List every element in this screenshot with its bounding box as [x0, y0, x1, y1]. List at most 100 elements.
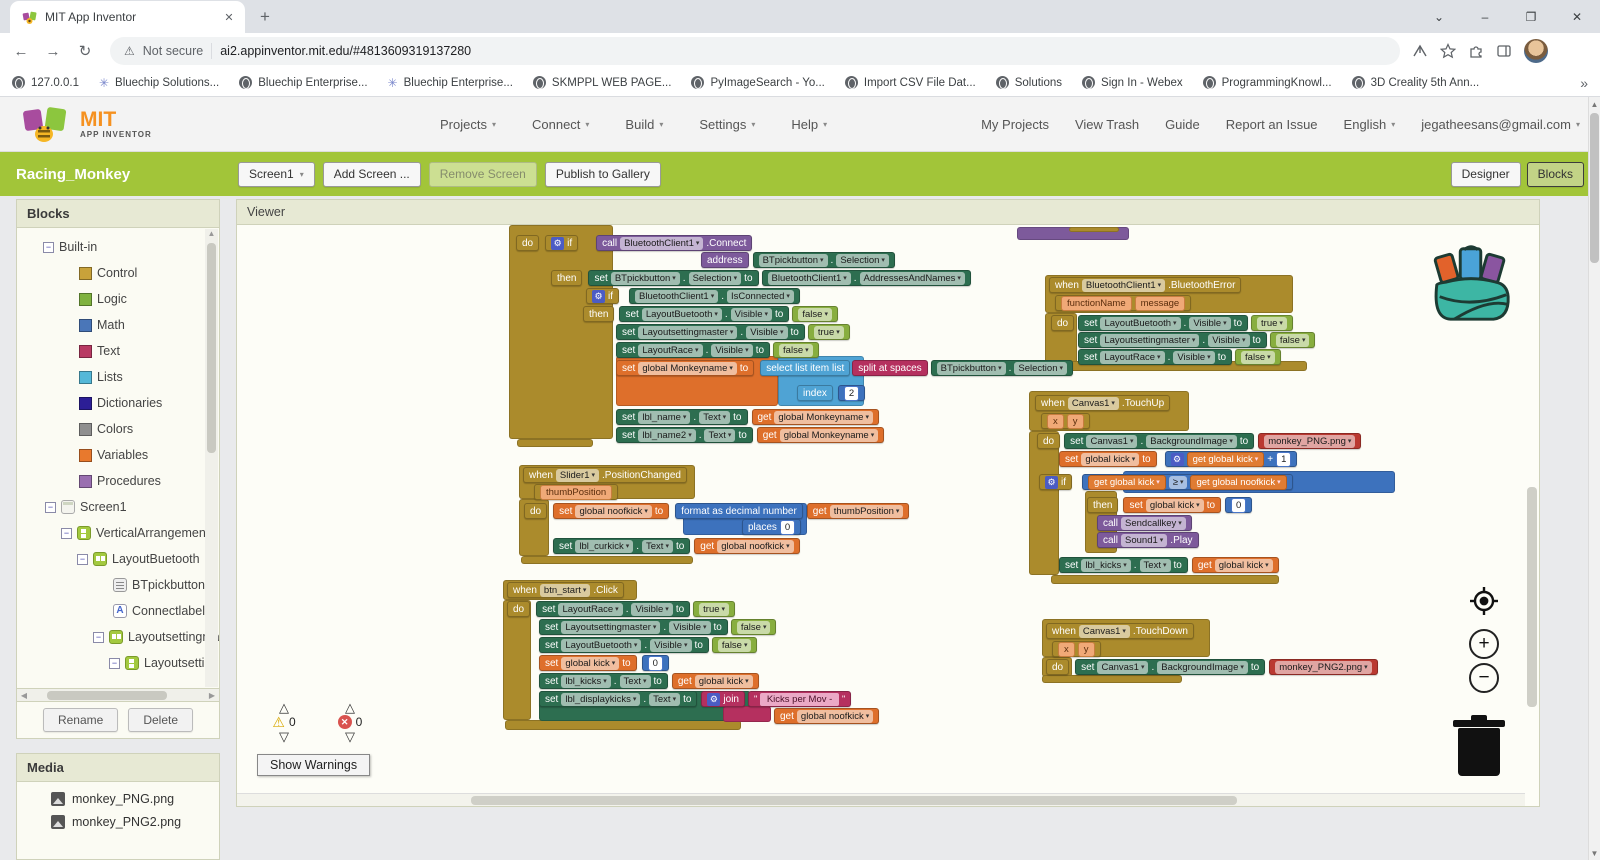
dropdown-field[interactable]: Visible ▾	[746, 325, 788, 339]
block-segment[interactable]: set Layoutsettingmaster ▾. Visible ▾ to	[539, 619, 728, 635]
dropdown-field[interactable]: BTpickbutton ▾	[758, 253, 828, 267]
dropdown-field[interactable]: global noofkick ▾	[575, 504, 652, 518]
sidebar-item-text[interactable]: Text	[23, 338, 219, 364]
block-segment[interactable]: set Canvas1 ▾. BackgroundImage ▾ to	[1075, 659, 1266, 675]
dropdown-field[interactable]: true ▾	[699, 602, 730, 616]
collapse-icon[interactable]: −	[43, 241, 54, 253]
block-segment[interactable]: BluetoothClient1 ▾. AddressesAndNames ▾	[761, 270, 971, 286]
scroll-up-icon[interactable]: ▲	[207, 229, 216, 238]
publish-to-gallery-button[interactable]: Publish to Gallery	[544, 161, 661, 187]
block-segment[interactable]: ⚙ if	[545, 235, 579, 251]
event-parameter[interactable]: functionName	[1061, 295, 1132, 311]
collapse-down-icon[interactable]: ▽	[345, 729, 355, 744]
block-shape-btn-start-click-event[interactable]	[723, 706, 771, 722]
block-segment[interactable]: functionName message	[1055, 295, 1192, 311]
block-segment[interactable]: false ▾	[792, 306, 838, 322]
dropdown-field[interactable]: false ▾	[798, 307, 832, 321]
blocks-button[interactable]: Blocks	[1526, 161, 1584, 187]
block-segment[interactable]: get global Monkeyname ▾	[756, 427, 885, 443]
block-segment[interactable]: do	[524, 503, 548, 519]
dropdown-field[interactable]: global Monkeyname ▾	[774, 410, 873, 424]
block-row-canvas-touchup-event[interactable]: set lbl_kicks ▾. Text ▾ to get global kick ▾	[1059, 557, 1279, 573]
link-view-trash[interactable]: View Trash	[1074, 116, 1140, 132]
menu-help[interactable]: Help ▾	[791, 117, 827, 132]
dropdown-field[interactable]: Slider1 ▾	[555, 468, 599, 482]
block-shape-bluetooth-error-event[interactable]	[1069, 227, 1119, 232]
tree-vertical-scrollbar[interactable]: ▲	[205, 229, 218, 687]
dropdown-field[interactable]: BluetoothClient1 ▾	[620, 236, 704, 250]
block-row-bluetooth-error-event[interactable]: functionName message	[1055, 295, 1192, 311]
bookmark-item[interactable]: ProgrammingKnowl...	[1202, 76, 1332, 90]
dropdown-field[interactable]: Text ▾	[1139, 558, 1171, 572]
block-row-btn-start-click-event[interactable]: set Layoutsettingmaster ▾. Visible ▾ to false ▾	[539, 619, 777, 635]
mutator-gear-icon[interactable]: ⚙	[592, 289, 605, 303]
rename-button[interactable]: Rename	[42, 708, 119, 732]
block-segment[interactable]: 0	[641, 655, 669, 671]
block-segment[interactable]: set lbl_kicks ▾. Text ▾ to	[539, 673, 668, 689]
sidebar-item-layoutsettingmaste[interactable]: − Layoutsettingmaste	[23, 624, 219, 650]
dropdown-field[interactable]: monkey_PNG2.png ▾	[1275, 660, 1372, 674]
block-segment[interactable]: set Layoutsettingmaster ▾. Visible ▾ to	[616, 324, 805, 340]
block-segment[interactable]: then	[551, 270, 583, 286]
block-segment[interactable]: set LayoutBuetooth ▾. Visible ▾ to	[1078, 315, 1249, 331]
block-segment[interactable]: true ▾	[807, 324, 850, 340]
dropdown-field[interactable]: lbl_name ▾	[638, 410, 691, 424]
block-row-btn-start-click-event[interactable]: when btn_start ▾ .Click	[507, 582, 624, 598]
block-segment[interactable]: ⚙ if	[586, 288, 619, 304]
dropdown-field[interactable]: Visible ▾	[650, 638, 692, 652]
block-row-bluetooth-error-event[interactable]: set Layoutsettingmaster ▾. Visible ▾ to false ▾	[1078, 332, 1316, 348]
dropdown-field[interactable]: BluetoothClient1 ▾	[767, 271, 851, 285]
block-segment[interactable]: get global noofkick ▾	[694, 538, 800, 554]
menu-build[interactable]: Build ▾	[625, 117, 663, 132]
side-panel-icon[interactable]	[1496, 43, 1512, 59]
block-segment[interactable]: false ▾	[1269, 332, 1316, 348]
dropdown-field[interactable]: Selection ▾	[688, 271, 742, 285]
collapse-icon[interactable]: −	[109, 657, 120, 669]
sidebar-item-colors[interactable]: Colors	[23, 416, 219, 442]
mutator-gear-icon[interactable]: ⚙	[551, 236, 565, 250]
back-button[interactable]: ←	[13, 42, 29, 60]
dropdown-field[interactable]: Visible ▾	[669, 620, 711, 634]
block-row-bluetooth-error-event[interactable]: do set LayoutBuetooth ▾. Visible ▾ to true ▾	[1051, 315, 1293, 331]
dropdown-field[interactable]: lbl_kicks ▾	[561, 674, 611, 688]
event-parameter[interactable]: message	[1134, 295, 1186, 311]
dropdown-field[interactable]: Visible ▾	[730, 307, 773, 321]
block-row-bluetooth-connect-stack[interactable]: index 2	[797, 385, 866, 401]
block-segment[interactable]: true ▾	[693, 601, 736, 617]
designer-button[interactable]: Designer	[1450, 161, 1521, 187]
sidebar-item-math[interactable]: Math	[23, 312, 219, 338]
add-screen-button[interactable]: Add Screen ...	[322, 161, 421, 187]
bookmark-star-icon[interactable]	[1440, 43, 1456, 59]
dropdown-field[interactable]: LayoutBuetooth ▾	[1100, 316, 1181, 330]
dropdown-field[interactable]: Selection ▾	[836, 253, 889, 267]
block-shape-canvas-touchup-event[interactable]	[1051, 575, 1279, 584]
event-parameter[interactable]: thumbPosition	[540, 484, 613, 500]
bookmark-item[interactable]: SKMPPL WEB PAGE...	[532, 76, 671, 90]
menu-projects[interactable]: Projects ▾	[440, 117, 496, 132]
block-segment[interactable]: get global kick ▾ ≥ ▾ get global noofkick ▾	[1082, 474, 1293, 490]
dropdown-field[interactable]: false ▾	[779, 343, 813, 357]
warning-counter[interactable]: △ ⚠ 0 ▽	[267, 701, 301, 743]
block-row-canvas-touchup-event[interactable]: ⚙ if get global kick ▾ ≥ ▾ get global noofkick…	[1039, 474, 1293, 490]
delete-button[interactable]: Delete	[128, 708, 194, 732]
bookmark-item[interactable]: ✳ Bluechip Enterprise...	[388, 76, 513, 90]
dropdown-field[interactable]: ≥ ▾	[1168, 475, 1188, 489]
block-row-canvas-touchup-event[interactable]: then set global kick ▾ to 0	[1087, 497, 1253, 513]
dropdown-field[interactable]: Selection ▾	[1014, 361, 1067, 375]
dropdown-field[interactable]: false ▾	[1241, 350, 1275, 364]
dropdown-field[interactable]: monkey_PNG.png ▾	[1264, 434, 1356, 448]
bookmark-item[interactable]: Bluechip Enterprise...	[239, 76, 368, 90]
dropdown-field[interactable]: global kick ▾	[694, 674, 753, 688]
media-item[interactable]: monkey_PNG.png	[51, 792, 219, 806]
block-row-bluetooth-connect-stack[interactable]: set Layoutsettingmaster ▾. Visible ▾ to true ▾	[616, 324, 850, 340]
block-shape-btn-start-click-event[interactable]	[503, 600, 531, 720]
dropdown-field[interactable]: LayoutRace ▾	[1100, 350, 1165, 364]
block-segment[interactable]: set Canvas1 ▾. BackgroundImage ▾ to	[1064, 433, 1255, 449]
mutator-gear-icon[interactable]: ⚙	[1170, 452, 1184, 466]
dropdown-field[interactable]: global kick ▾	[1081, 452, 1140, 466]
dropdown-field[interactable]: Canvas1 ▾	[1078, 624, 1130, 638]
dropdown-field[interactable]: lbl_curkick ▾	[575, 539, 634, 553]
block-segment[interactable]: " Kicks per Mov - "	[748, 691, 852, 707]
block-segment[interactable]: set global kick ▾ to	[539, 655, 637, 671]
block-segment[interactable]: monkey_PNG2.png ▾	[1269, 659, 1378, 675]
